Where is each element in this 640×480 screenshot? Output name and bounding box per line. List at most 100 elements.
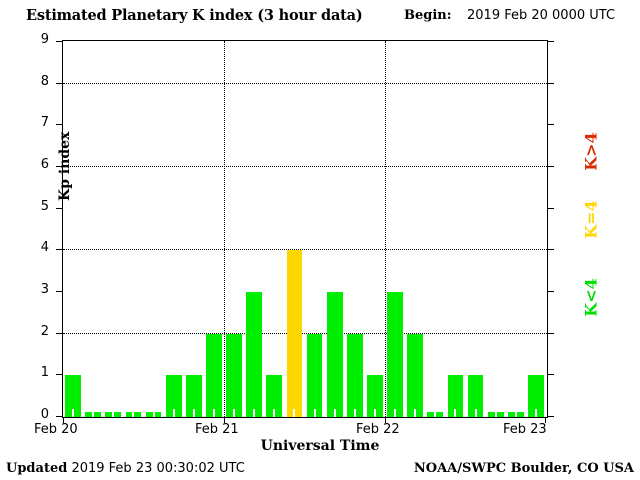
y-axis-tick: [56, 249, 63, 251]
y-axis-tick-label: 5: [40, 198, 49, 214]
bar: [487, 409, 504, 417]
y-axis-tick-right: [547, 291, 554, 292]
bar-notch: [92, 409, 95, 417]
y-axis-tick-label: 1: [40, 365, 49, 381]
bar: [105, 409, 122, 417]
y-axis-tick-right: [547, 374, 554, 376]
gridline-horizontal: [63, 82, 547, 84]
begin-label: Begin:: [404, 8, 452, 23]
bar: [467, 375, 484, 417]
source-attribution: NOAA/SWPC Boulder, CO USA: [413, 461, 634, 476]
y-axis-tick: [56, 82, 63, 84]
y-axis-tick: [56, 207, 63, 209]
gridline-horizontal: [63, 249, 547, 251]
x-axis-tick: [63, 417, 64, 423]
bar: [165, 375, 182, 417]
y-axis-tick-label: 0: [40, 407, 49, 422]
y-axis-tick-right: [547, 416, 554, 417]
y-axis-tick-label: 7: [40, 115, 49, 131]
y-axis-tick-label: 4: [40, 240, 49, 256]
bar-notch: [474, 409, 477, 417]
bar-notch: [333, 409, 336, 417]
page-title: Estimated Planetary K index (3 hour data…: [26, 7, 363, 24]
y-axis-tick-label: 3: [40, 282, 49, 297]
x-axis-title: Universal Time: [260, 438, 380, 454]
bar: [447, 375, 464, 417]
gridline-vertical-day-boundary: [224, 41, 225, 417]
bar: [85, 409, 102, 417]
bar-notch: [373, 409, 376, 417]
y-axis-tick: [56, 291, 63, 292]
bar-notch: [353, 409, 356, 417]
begin-value: 2019 Feb 20 0000 UTC: [467, 8, 616, 23]
bar-notch: [72, 409, 75, 417]
y-axis-tick: [56, 41, 63, 42]
bar-notch: [494, 409, 497, 417]
bar: [407, 333, 424, 417]
legend-item-k-equals-4: K=4: [581, 200, 601, 239]
y-axis-tick-label: 6: [40, 157, 49, 172]
bar-notch: [192, 409, 195, 417]
gridline-vertical-day-boundary: [385, 41, 386, 417]
y-axis-tick-label: 2: [40, 323, 49, 339]
gridline-horizontal: [63, 332, 547, 334]
x-axis-tick-label: Feb 22: [356, 422, 400, 437]
bar: [206, 333, 222, 417]
bar: [145, 409, 162, 417]
bar: [346, 333, 363, 417]
y-axis-tick-label: 9: [40, 32, 49, 47]
plot-area: [63, 41, 547, 417]
y-axis-tick-right: [547, 82, 554, 84]
bar: [306, 333, 323, 417]
y-axis-tick: [56, 332, 63, 334]
bar-notch: [152, 409, 155, 417]
updated-label: Updated: [6, 461, 68, 476]
bar-notch: [112, 409, 115, 417]
x-axis-tick-label: Feb 20: [34, 422, 78, 437]
bar-notch: [172, 409, 175, 417]
bar-notch: [394, 409, 397, 417]
updated-timestamp: Updated 2019 Feb 23 00:30:02 UTC: [6, 461, 245, 476]
bar: [528, 375, 544, 417]
bar: [326, 292, 343, 417]
bar-notch: [273, 409, 276, 417]
bar: [125, 409, 142, 417]
y-axis-tick-label: 8: [40, 73, 49, 89]
bar: [367, 375, 383, 417]
bar-notch: [534, 409, 537, 417]
y-axis-tick-right: [547, 249, 554, 251]
bar: [507, 409, 524, 417]
x-axis-tick-label: Feb 21: [195, 422, 239, 437]
bar-notch: [132, 409, 135, 417]
bar: [226, 333, 242, 417]
x-axis-tick: [224, 417, 225, 423]
y-axis-tick-right: [547, 207, 554, 209]
y-axis-tick-right: [547, 41, 554, 42]
bar-notch: [233, 409, 236, 417]
bar-notch: [514, 409, 517, 417]
legend-item-k-greater-4: K>4: [581, 132, 601, 171]
bar-notch: [313, 409, 316, 417]
bar-notch: [253, 409, 256, 417]
bar: [246, 292, 263, 417]
bar: [65, 375, 81, 417]
bar-notch: [293, 409, 296, 417]
bar-notch: [212, 409, 215, 417]
y-axis-tick: [56, 374, 63, 376]
legend-item-k-less-4: K<4: [581, 278, 601, 317]
x-axis-tick: [545, 417, 546, 423]
updated-value: 2019 Feb 23 00:30:02 UTC: [71, 461, 245, 476]
bar: [286, 250, 303, 417]
y-axis-tick: [56, 166, 63, 167]
bar: [427, 409, 444, 417]
x-axis-tick-label: Feb 23: [503, 422, 547, 437]
y-axis-tick: [56, 124, 63, 126]
bar-notch: [434, 409, 437, 417]
y-axis-tick-right: [547, 166, 554, 167]
y-axis-tick-right: [547, 332, 554, 334]
bar: [387, 292, 403, 417]
bar: [266, 375, 283, 417]
x-axis-tick: [385, 417, 386, 423]
